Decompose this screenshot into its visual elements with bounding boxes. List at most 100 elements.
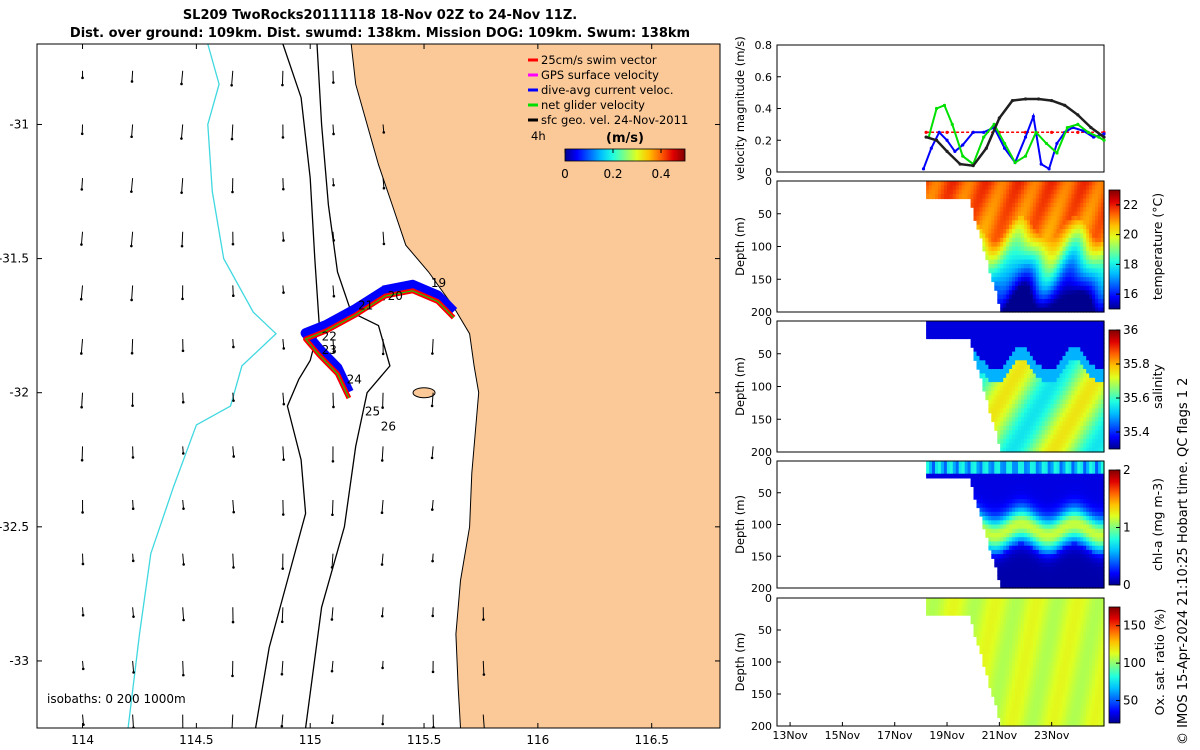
profile-cell — [1038, 233, 1043, 239]
profile-cell — [1015, 399, 1019, 405]
profile-cell — [1047, 549, 1052, 555]
profile-cell — [1000, 373, 1004, 379]
profile-cell — [1086, 386, 1090, 392]
profile-cell — [1018, 342, 1022, 348]
profile-cell — [1059, 399, 1064, 405]
profile-cell — [1080, 571, 1084, 576]
profile-cell — [1044, 482, 1049, 487]
profile-cell — [1062, 503, 1067, 509]
profile-cell — [997, 285, 1001, 291]
profile-cell — [1059, 338, 1064, 344]
profile-cell — [1038, 598, 1043, 603]
profile-cell — [1059, 255, 1064, 261]
profile-cell — [1065, 412, 1070, 418]
profile-cell — [1021, 610, 1025, 616]
profile-cell — [1050, 558, 1055, 564]
profile-cell — [1080, 554, 1084, 559]
profile-cell — [1026, 486, 1031, 492]
profile-cell — [1035, 325, 1040, 331]
profile-cell — [1095, 579, 1099, 585]
profile-cell — [1012, 708, 1016, 714]
profile-cell — [1089, 242, 1093, 248]
profile-cell — [1068, 421, 1072, 427]
profile-cell — [1012, 307, 1016, 313]
profile-cell — [1029, 246, 1034, 252]
profile-cell — [1080, 511, 1084, 517]
profile-cell — [1101, 202, 1105, 208]
profile-cell — [1000, 713, 1004, 719]
profile-cell — [1024, 653, 1028, 659]
profile-cell — [1077, 255, 1081, 261]
profile-cell — [1035, 554, 1040, 559]
profile-cell — [1006, 325, 1010, 331]
profile-cell — [1080, 242, 1084, 248]
profile-cell — [1044, 342, 1049, 348]
profile-cell — [1029, 224, 1034, 230]
profile-cell — [1029, 700, 1034, 706]
profile-cell — [1024, 194, 1028, 200]
profile-cell — [1012, 670, 1016, 676]
profile-cell — [1012, 632, 1016, 637]
profile-cell — [1044, 494, 1049, 500]
profile-cell — [1021, 298, 1025, 304]
profile-cell — [1021, 237, 1025, 243]
profile-cell — [943, 329, 948, 335]
rottnest-island — [412, 387, 436, 399]
profile-cell — [1038, 623, 1043, 629]
profile-cell — [1056, 355, 1061, 361]
profile-cell — [1006, 412, 1010, 418]
profile-cell — [1053, 579, 1058, 585]
profile-cell — [1021, 412, 1025, 418]
profile-cell — [1062, 294, 1067, 300]
profile-cell — [1026, 494, 1031, 500]
profile-cell — [976, 606, 981, 612]
profile-cell — [1024, 259, 1028, 265]
profile-cell — [1071, 259, 1075, 265]
profile-cell — [1077, 528, 1081, 534]
profile-cell — [979, 640, 984, 646]
profile-cell — [1018, 610, 1022, 616]
profile-cell — [1095, 211, 1099, 217]
profile-cell — [1029, 425, 1034, 431]
profile-cell — [1053, 434, 1058, 440]
profile-cell — [1024, 533, 1028, 538]
profile-cell — [1071, 499, 1075, 504]
profile-cell — [997, 215, 1001, 221]
profile-cell — [1062, 207, 1067, 213]
profile-cell — [1026, 364, 1031, 370]
profile-cell — [1029, 329, 1034, 335]
profile-cell — [1086, 202, 1090, 208]
profile-cell — [1024, 575, 1028, 581]
profile-cell — [994, 465, 998, 470]
velocity-arrow-head — [330, 669, 334, 673]
profile-cell — [961, 469, 966, 475]
profile-cell — [1065, 325, 1070, 331]
profile-cell — [1035, 507, 1040, 513]
profile-cell — [1083, 579, 1087, 585]
profile-cell — [1050, 482, 1055, 487]
profile-cell — [935, 325, 939, 331]
profile-cell — [1068, 395, 1072, 401]
profile-cell — [955, 465, 960, 470]
velocity-arrow — [131, 124, 134, 137]
profile-cell — [1000, 417, 1004, 423]
profile-cell — [1059, 477, 1064, 483]
profile-cell — [991, 325, 995, 331]
profile-cell — [1080, 541, 1084, 547]
profile-cell — [991, 395, 995, 401]
profile-cell — [1098, 224, 1102, 230]
profile-cell — [1024, 511, 1028, 517]
profile-cell — [1062, 220, 1067, 226]
profile-cell — [1026, 516, 1031, 521]
profile-cell — [976, 610, 981, 616]
profile-cell — [1080, 482, 1084, 487]
profile-cell — [1021, 202, 1025, 208]
profile-cell — [1029, 351, 1034, 357]
velocity-y-tick-label: 0.4 — [755, 103, 773, 116]
profile-cell — [1071, 486, 1075, 492]
profile-cell — [1086, 272, 1090, 278]
profile-cell — [1050, 224, 1055, 230]
profile-cell — [1044, 390, 1049, 396]
profile-cell — [1024, 516, 1028, 521]
